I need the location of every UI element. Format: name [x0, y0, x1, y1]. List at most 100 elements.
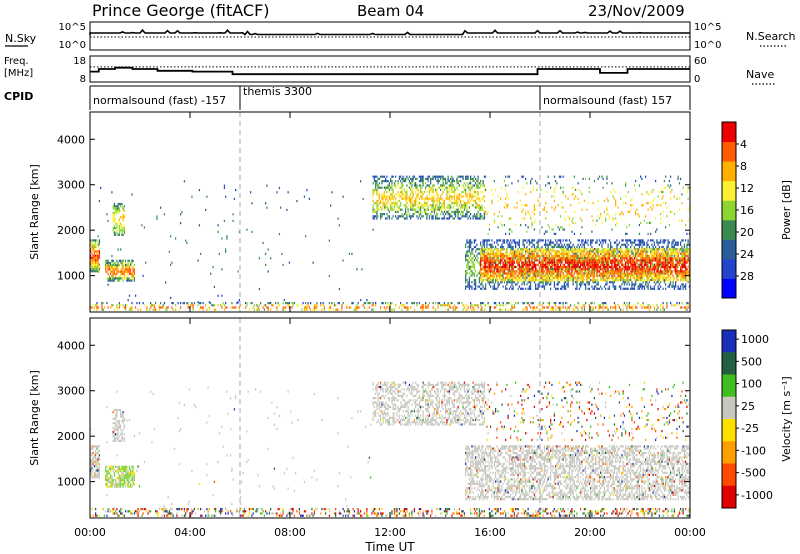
- power-cell: [416, 177, 418, 180]
- power-cell: [478, 252, 481, 255]
- power-cell: [531, 257, 533, 260]
- power-cell: [497, 283, 499, 286]
- power-cell: [648, 270, 651, 273]
- power-cell: [470, 213, 472, 216]
- power-cell: [381, 186, 383, 189]
- power-cell: [682, 263, 684, 266]
- power-cell: [456, 182, 458, 185]
- power-cell: [512, 250, 514, 253]
- power-cell: [673, 243, 676, 246]
- power-cell: [451, 215, 453, 218]
- power-cell: [577, 250, 579, 253]
- power-cell: [400, 208, 402, 211]
- power-cell: [630, 255, 632, 258]
- power-cell: [551, 272, 553, 275]
- power-cell: [612, 259, 614, 262]
- power-cell: [573, 248, 576, 251]
- power-cell: [115, 264, 117, 267]
- power-cell: [517, 274, 519, 277]
- power-cell: [121, 270, 123, 273]
- power-cell: [605, 287, 607, 290]
- power-cell: [526, 245, 528, 249]
- power-cell: [131, 266, 133, 269]
- power-cell: [606, 257, 608, 260]
- power-cell: [668, 259, 671, 262]
- power-cell: [567, 243, 569, 246]
- power-cell: [436, 175, 438, 178]
- power-cell: [590, 266, 592, 269]
- power-cell: [672, 281, 674, 284]
- power-cell: [557, 279, 559, 282]
- power-cell: [561, 248, 563, 251]
- power-cell: [626, 241, 628, 244]
- power-cell: [547, 263, 549, 266]
- power-cell: [557, 257, 559, 260]
- power-cell: [383, 213, 386, 216]
- power-cell: [397, 180, 399, 183]
- power-cell: [578, 252, 581, 255]
- power-cell: [481, 279, 483, 282]
- power-cell: [546, 261, 548, 264]
- power-cell: [647, 287, 649, 290]
- power-cell: [610, 277, 612, 280]
- power-cell: [630, 261, 632, 264]
- power-cell: [660, 279, 662, 282]
- power-cell: [618, 241, 621, 244]
- power-cell: [433, 195, 436, 198]
- power-cell: [402, 175, 404, 178]
- power-cell: [597, 277, 599, 280]
- power-cell: [681, 277, 683, 280]
- power-cell: [498, 252, 501, 255]
- power-cell: [543, 266, 546, 269]
- power-cell: [677, 241, 679, 244]
- power-cell: [520, 248, 522, 251]
- power-cell: [653, 281, 656, 284]
- power-cell: [538, 268, 541, 271]
- power-cell: [535, 279, 537, 282]
- power-cell: [483, 259, 486, 262]
- power-cell: [671, 263, 673, 266]
- power-cell: [530, 287, 532, 290]
- power-cell: [528, 252, 531, 255]
- power-cell: [582, 268, 584, 271]
- power-cell: [546, 257, 548, 260]
- power-cell: [493, 248, 496, 251]
- power-cell: [648, 248, 651, 251]
- power-cell: [627, 279, 629, 282]
- power-cell: [561, 266, 563, 269]
- power-cell: [487, 279, 489, 282]
- power-cell: [430, 213, 432, 216]
- power-cell: [538, 256, 541, 260]
- power-cell: [483, 186, 486, 189]
- power-cell: [616, 266, 618, 269]
- power-cell: [630, 270, 632, 273]
- power-cell: [452, 195, 454, 198]
- power-cell: [553, 250, 556, 253]
- power-cell: [516, 274, 518, 277]
- power-cell: [532, 279, 534, 282]
- power-cell: [673, 285, 676, 288]
- power-cell: [558, 274, 561, 277]
- power-cell: [615, 257, 617, 260]
- power-cell: [512, 239, 514, 242]
- power-cell: [522, 243, 524, 246]
- power-cell: [132, 268, 134, 271]
- power-cell: [590, 252, 592, 255]
- power-cell: [551, 270, 553, 273]
- power-cell: [477, 197, 479, 200]
- power-cell: [617, 279, 619, 282]
- power-cell: [530, 263, 532, 266]
- power-cell: [640, 255, 642, 258]
- power-cell: [402, 180, 404, 183]
- power-cell: [606, 255, 608, 258]
- power-cell: [686, 270, 688, 273]
- power-cell: [473, 175, 476, 178]
- power-cell: [686, 250, 688, 253]
- power-cell: [471, 252, 473, 255]
- power-cell: [466, 208, 468, 211]
- power-cell: [530, 267, 532, 271]
- power-cell: [475, 287, 477, 290]
- power-cell: [667, 243, 669, 246]
- power-cell: [683, 261, 686, 264]
- power-cell: [483, 250, 486, 253]
